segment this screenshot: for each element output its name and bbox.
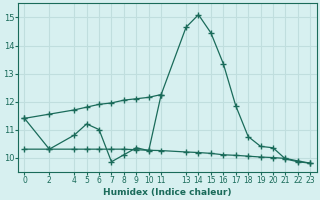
X-axis label: Humidex (Indice chaleur): Humidex (Indice chaleur)	[103, 188, 232, 197]
